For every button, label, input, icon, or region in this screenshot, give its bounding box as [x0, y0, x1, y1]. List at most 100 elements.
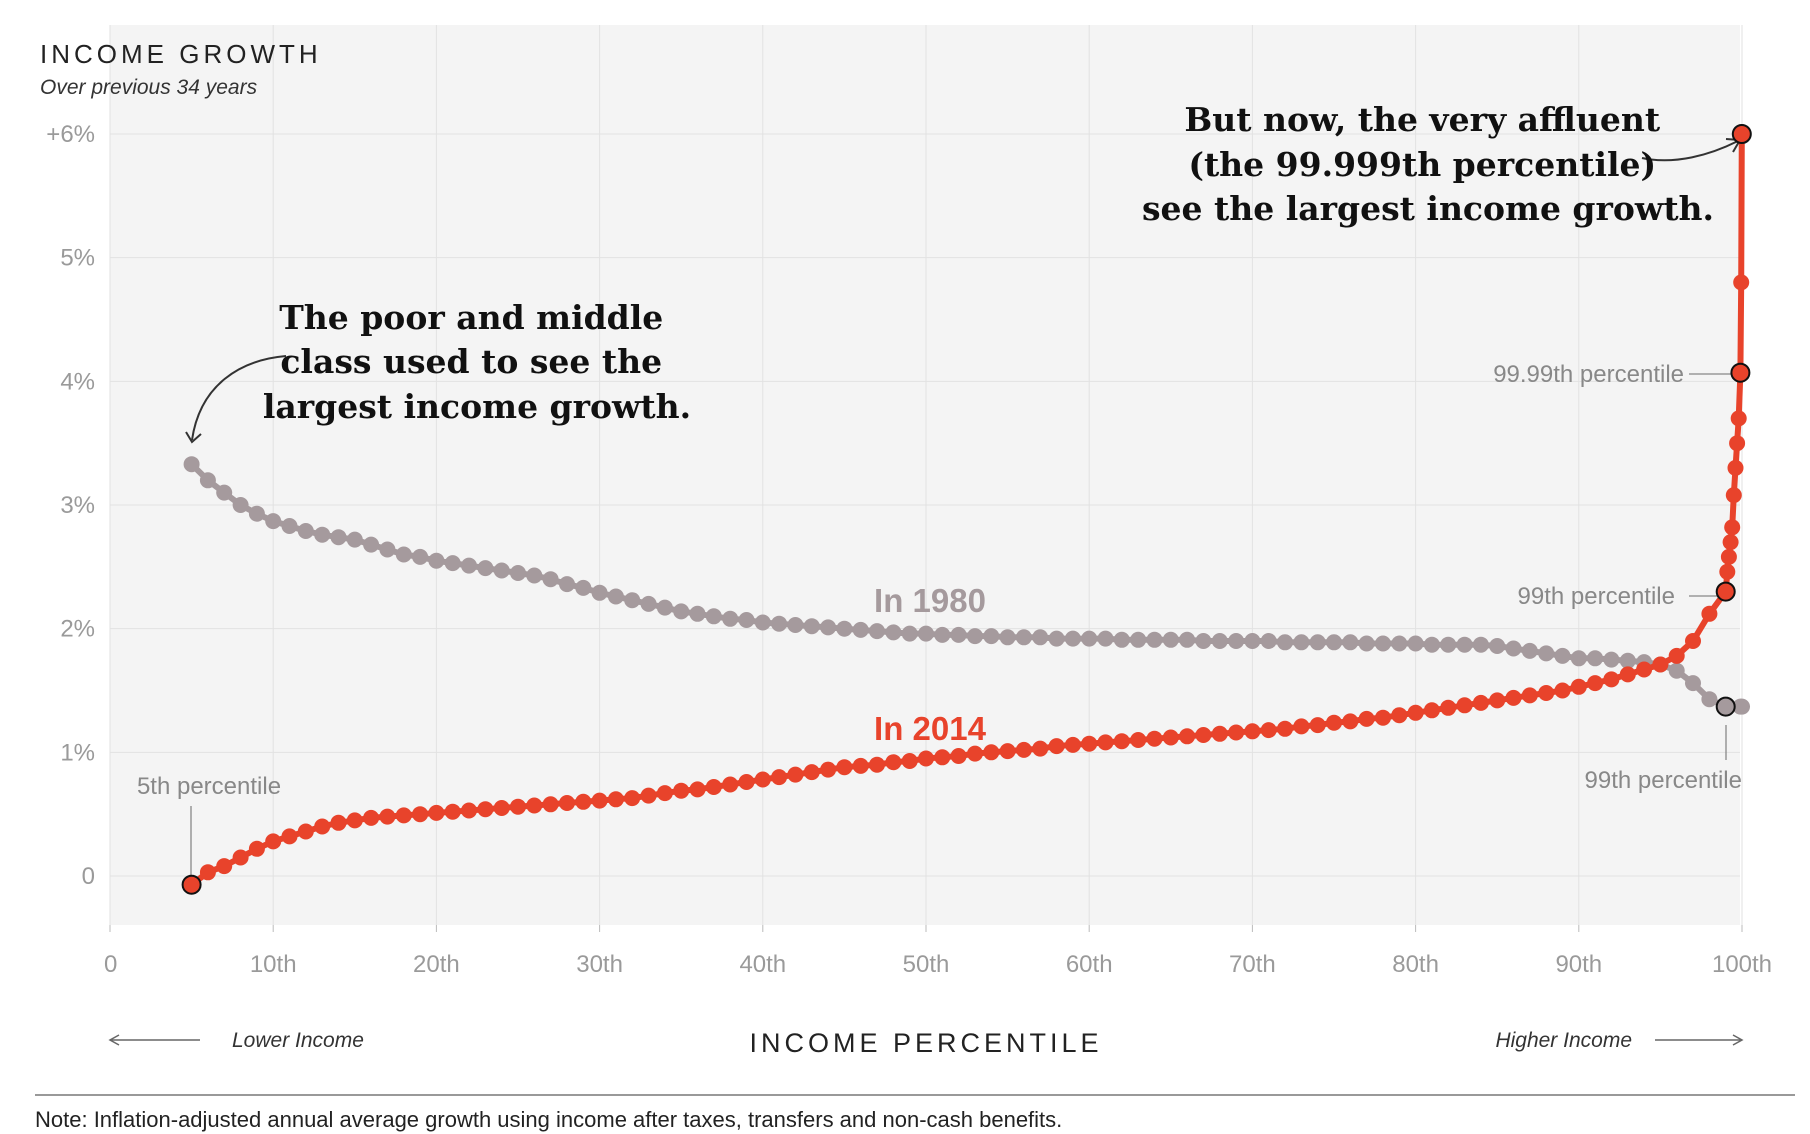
plot-background	[110, 25, 1740, 925]
series-point	[1130, 631, 1147, 648]
x-tick-label: 80th	[1392, 951, 1439, 978]
series-point	[1358, 635, 1375, 652]
affluent-line-2: (the 99.999th percentile)	[1188, 145, 1656, 184]
series-point	[575, 579, 592, 596]
series-point	[1391, 707, 1408, 724]
series-point	[1130, 732, 1147, 748]
series-point	[624, 592, 641, 609]
series-point	[346, 812, 363, 829]
series-point	[526, 797, 543, 814]
series-point	[412, 806, 429, 823]
series-point	[1668, 662, 1685, 679]
series-point	[1701, 691, 1718, 708]
series-point	[869, 623, 885, 640]
chart-title: INCOME GROWTH	[40, 39, 322, 69]
series-point	[901, 753, 918, 769]
series-point	[1538, 685, 1555, 701]
series-point	[1570, 678, 1587, 695]
series-point	[820, 619, 837, 636]
series-point	[1554, 647, 1571, 664]
series-point	[1725, 487, 1742, 504]
series-point	[1505, 640, 1522, 657]
x-tick-label: 90th	[1555, 951, 1602, 978]
highlight-point-p99-1980	[1715, 696, 1736, 717]
series-point	[575, 793, 592, 810]
series-point	[1244, 633, 1261, 649]
series-point	[1472, 694, 1489, 711]
series-point	[1456, 636, 1473, 653]
affluent-annotation: But now, the very affluent (the 99.999th…	[1142, 100, 1714, 228]
x-axis-title: INCOME PERCENTILE	[749, 1028, 1102, 1058]
poor-middle-line-3: largest income growth.	[263, 387, 691, 426]
x-tick-label: 10th	[250, 951, 297, 978]
series-point	[297, 523, 314, 539]
series-point	[314, 526, 331, 543]
series-point	[1113, 631, 1130, 648]
series-point	[1326, 634, 1342, 651]
series-point	[852, 621, 869, 638]
series-point	[771, 769, 788, 786]
higher-income-arrowhead	[1732, 1034, 1744, 1046]
series-point	[1309, 717, 1326, 734]
series-point	[314, 818, 331, 835]
series-point	[297, 823, 314, 840]
series-point	[722, 776, 739, 793]
series-point	[1113, 733, 1130, 750]
series-point	[1570, 650, 1587, 667]
p99-2014-label: 99th percentile	[1518, 583, 1675, 610]
series-point	[379, 808, 396, 825]
series-point	[624, 790, 641, 807]
p5-label: 5th percentile	[137, 773, 281, 800]
series-point	[1048, 630, 1065, 647]
series-point	[885, 754, 902, 771]
series-point	[1064, 736, 1081, 753]
series-point	[722, 610, 739, 627]
series-point	[1211, 725, 1228, 742]
series-point	[1260, 722, 1277, 739]
x-tick-label: 100th	[1712, 951, 1772, 978]
series-point	[689, 605, 706, 622]
series-point	[1032, 629, 1049, 646]
series-point	[1440, 636, 1457, 653]
series-point	[559, 795, 575, 811]
series-point	[934, 626, 951, 643]
series-point	[1211, 633, 1228, 649]
series-point	[428, 804, 445, 821]
series-point	[477, 801, 494, 818]
series-point	[1260, 633, 1277, 649]
series-point	[1636, 661, 1653, 678]
series-1980	[183, 456, 1750, 715]
series-point	[1407, 704, 1424, 721]
series-point	[248, 840, 265, 857]
series-point	[1375, 709, 1391, 726]
x-tick-label: 0	[104, 951, 117, 978]
series-point	[1668, 647, 1685, 664]
series-point	[1375, 635, 1391, 652]
series-point	[673, 603, 690, 620]
x-tick-label: 50th	[903, 951, 950, 978]
series-2014	[183, 126, 1750, 893]
p99-1980-label: 99th percentile	[1585, 767, 1742, 794]
affluent-arrow	[1641, 140, 1739, 162]
series-point	[918, 625, 934, 642]
series-point	[803, 618, 820, 635]
series-point	[656, 599, 673, 616]
series-point	[1146, 631, 1163, 648]
grid-lines	[109, 25, 1743, 925]
series-point	[1505, 689, 1522, 706]
series-point	[510, 565, 526, 581]
series-point	[607, 791, 624, 808]
series-point	[1277, 720, 1293, 737]
series-point	[738, 612, 755, 628]
series-point	[1423, 702, 1440, 719]
series-point	[836, 759, 853, 776]
series-point	[395, 546, 412, 563]
series-point	[379, 541, 396, 558]
series-point	[493, 800, 510, 816]
series-point	[869, 756, 885, 773]
series-point	[559, 576, 575, 593]
series-point	[1342, 634, 1359, 651]
poor-middle-arrow	[191, 355, 287, 441]
series-point	[1538, 645, 1555, 662]
